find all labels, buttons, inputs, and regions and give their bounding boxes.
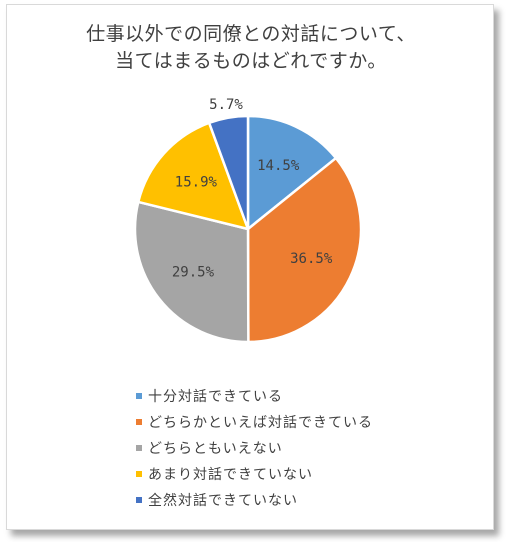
legend-label-1: 十分対話できている <box>148 389 283 405</box>
chart-title-line-2: 当てはまるものはどれですか。 <box>115 50 387 72</box>
legend-swatch-3 <box>136 445 142 451</box>
legend-swatch-4 <box>136 471 142 477</box>
pie-slice-3 <box>133 200 250 344</box>
chart-title: 仕事以外での同僚との対話について、 当てはまるものはどれですか。 <box>7 21 495 75</box>
pie-slice-5 <box>207 114 250 231</box>
legend-item-3: どちらともいえない <box>136 435 373 461</box>
legend-label-5: 全然対話できていない <box>148 493 298 509</box>
legend-item-5: 全然対話できていない <box>136 487 373 513</box>
legend-swatch-1 <box>136 393 142 399</box>
legend-label-3: どちらともいえない <box>148 441 283 457</box>
pie-data-label-1: 14.5% <box>257 158 300 174</box>
chart-title-line-1: 仕事以外での同僚との対話について、 <box>86 23 416 45</box>
pie-slice-1 <box>246 114 338 231</box>
legend-item-4: あまり対話できていない <box>136 461 373 487</box>
chart-frame: 仕事以外での同僚との対話について、 当てはまるものはどれですか。 <box>6 4 494 530</box>
pie-slice-4 <box>137 121 250 231</box>
legend-swatch-2 <box>136 419 142 425</box>
pie-slice-2 <box>246 156 363 344</box>
legend-label-4: あまり対話できていない <box>148 467 313 483</box>
pie-data-label-2: 36.5% <box>290 251 333 267</box>
pie-data-label-4: 15.9% <box>175 174 218 190</box>
pie-data-label-3: 29.5% <box>172 264 215 280</box>
chart-legend: 十分対話できているどちらかといえば対話できている どちらともいえないあまり対話でき… <box>136 383 373 513</box>
legend-item-2: どちらかといえば対話できている <box>136 409 373 435</box>
legend-swatch-5 <box>136 497 142 503</box>
pie-data-label-5: 5.7% <box>209 97 243 113</box>
legend-label-2: どちらかといえば対話できている <box>148 415 373 431</box>
legend-item-1: 十分対話できている <box>136 383 373 409</box>
